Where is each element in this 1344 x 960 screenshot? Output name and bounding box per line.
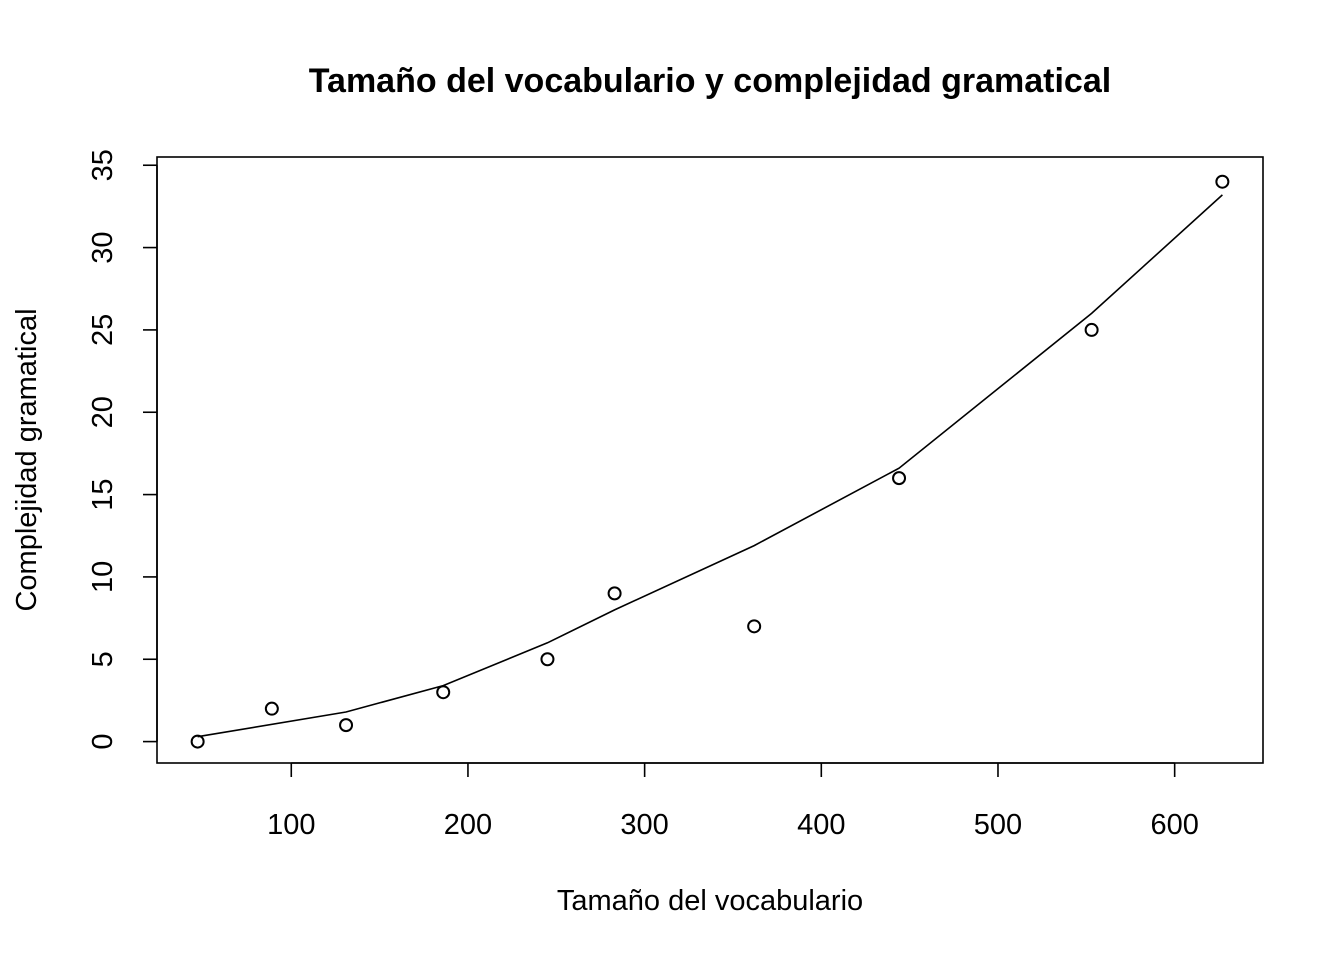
x-tick-label: 300: [620, 809, 668, 841]
data-point: [190, 734, 205, 749]
data-point: [339, 718, 354, 733]
fit-line: [197, 194, 1223, 738]
x-tick-label: 500: [974, 809, 1022, 841]
y-tick-label: 15: [87, 478, 119, 510]
y-tick-label: 30: [87, 231, 119, 263]
chart-title: Tamaño del vocabulario y complejidad gra…: [309, 62, 1111, 100]
x-tick-label: 400: [797, 809, 845, 841]
data-point: [436, 685, 451, 700]
y-tick-label: 25: [87, 314, 119, 346]
data-point: [892, 471, 907, 486]
x-axis: 100 200 300 400 500 600: [267, 762, 1199, 841]
data-point: [264, 701, 279, 716]
y-tick-label: 0: [87, 734, 119, 750]
data-point: [1215, 174, 1230, 189]
x-tick-label: 200: [444, 809, 492, 841]
x-tick-label: 100: [267, 809, 315, 841]
data-points: [190, 174, 1230, 749]
data-point: [540, 652, 555, 667]
data-point: [607, 586, 622, 601]
y-tick-label: 20: [87, 396, 119, 428]
data-point: [1084, 322, 1099, 337]
y-tick-label: 35: [87, 149, 119, 181]
x-tick-label: 600: [1150, 809, 1198, 841]
y-tick-label: 10: [87, 561, 119, 593]
y-tick-label: 5: [87, 651, 119, 667]
plot-frame: [156, 156, 1264, 764]
x-axis-label: Tamaño del vocabulario: [557, 885, 863, 917]
y-axis-label: Complejidad gramatical: [11, 308, 43, 611]
data-point: [747, 619, 762, 634]
y-axis: 0 5 10 15 20 25 30 35: [87, 149, 158, 750]
